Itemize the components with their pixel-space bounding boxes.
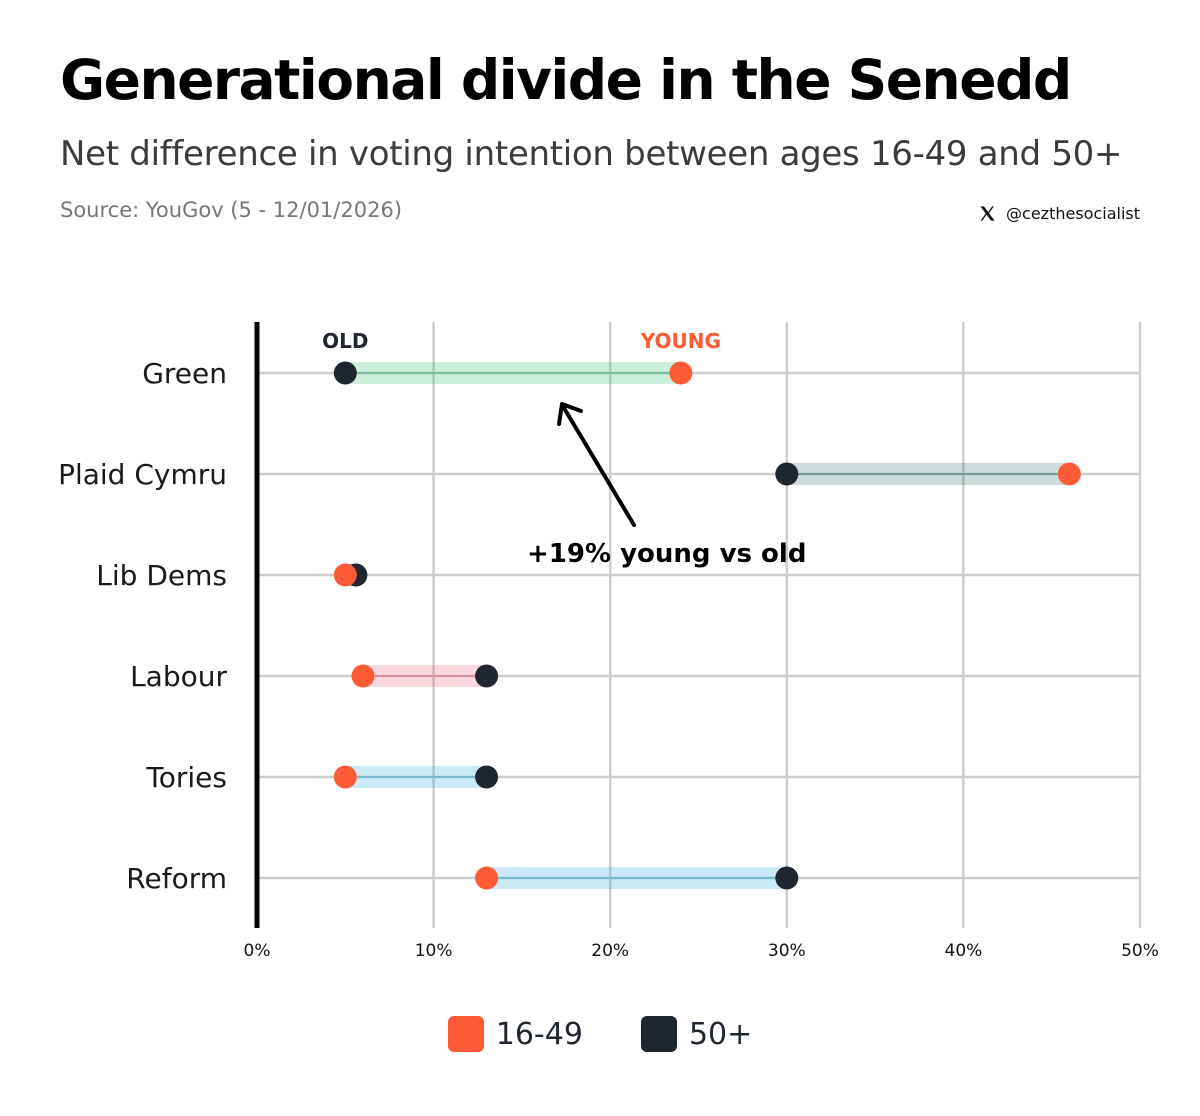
point-young [351,664,375,688]
range-bar [486,867,787,889]
label-young: YOUNG [640,329,721,353]
handle-text: @cezthesocialist [1006,204,1140,223]
x-logo-icon [980,206,995,221]
legend-swatch-young [447,1016,484,1052]
range-bars [345,362,1070,889]
author-handle[interactable]: @cezthesocialist [979,204,1140,223]
category-label: Plaid Cymru [58,458,227,491]
label-old: OLD [322,329,368,353]
legend-item-young: 16-49 [447,1016,583,1052]
category-label: Tories [145,761,227,794]
legend-label-old: 50+ [688,1016,753,1052]
point-old [775,866,799,890]
legend: 16-49 50+ [0,1016,1200,1052]
x-tick-label: 0% [244,941,271,961]
x-tick-label: 30% [768,941,806,961]
source-note: Source: YouGov (5 - 12/01/2026) [60,198,403,222]
category-label: Lib Dems [96,559,227,592]
grid-lines [254,322,1142,928]
x-tick-label: 40% [945,941,983,961]
category-label: Labour [130,660,227,693]
chart-subtitle: Net difference in voting intention betwe… [60,134,1123,174]
category-label: Green [142,357,227,390]
point-old [333,361,357,385]
annotation-arrow-shaft [562,406,636,527]
point-young [333,765,357,789]
range-bar [786,463,1070,485]
point-old [775,462,799,486]
text-labels: 0% 10% 20% 30% 40% 50% Green Plaid Cymru Lib Dem… [58,329,1159,961]
category-label: Reform [126,862,227,895]
point-young [333,563,357,587]
point-young [475,866,499,890]
point-young [669,361,693,385]
annotation-arrow-head [557,402,583,426]
point-young [1057,462,1081,486]
x-tick-label: 10% [415,941,453,961]
x-tick-label: 20% [591,941,629,961]
data-points [333,361,1081,890]
legend-swatch-old [640,1016,677,1052]
x-tick-label: 50% [1121,941,1159,961]
dumbbell-chart: 0% 10% 20% 30% 40% 50% Green Plaid Cymru Lib Dem… [58,322,1159,961]
annotation-text: +19% young vs old [527,539,806,569]
range-bar [345,362,681,384]
range-bar [362,665,487,687]
point-old [475,765,499,789]
chart-title: Generational divide in the Senedd [60,48,1072,112]
legend-label-young: 16-49 [495,1016,583,1052]
point-old [475,664,499,688]
range-bar [345,766,487,788]
legend-item-old: 50+ [640,1016,753,1052]
